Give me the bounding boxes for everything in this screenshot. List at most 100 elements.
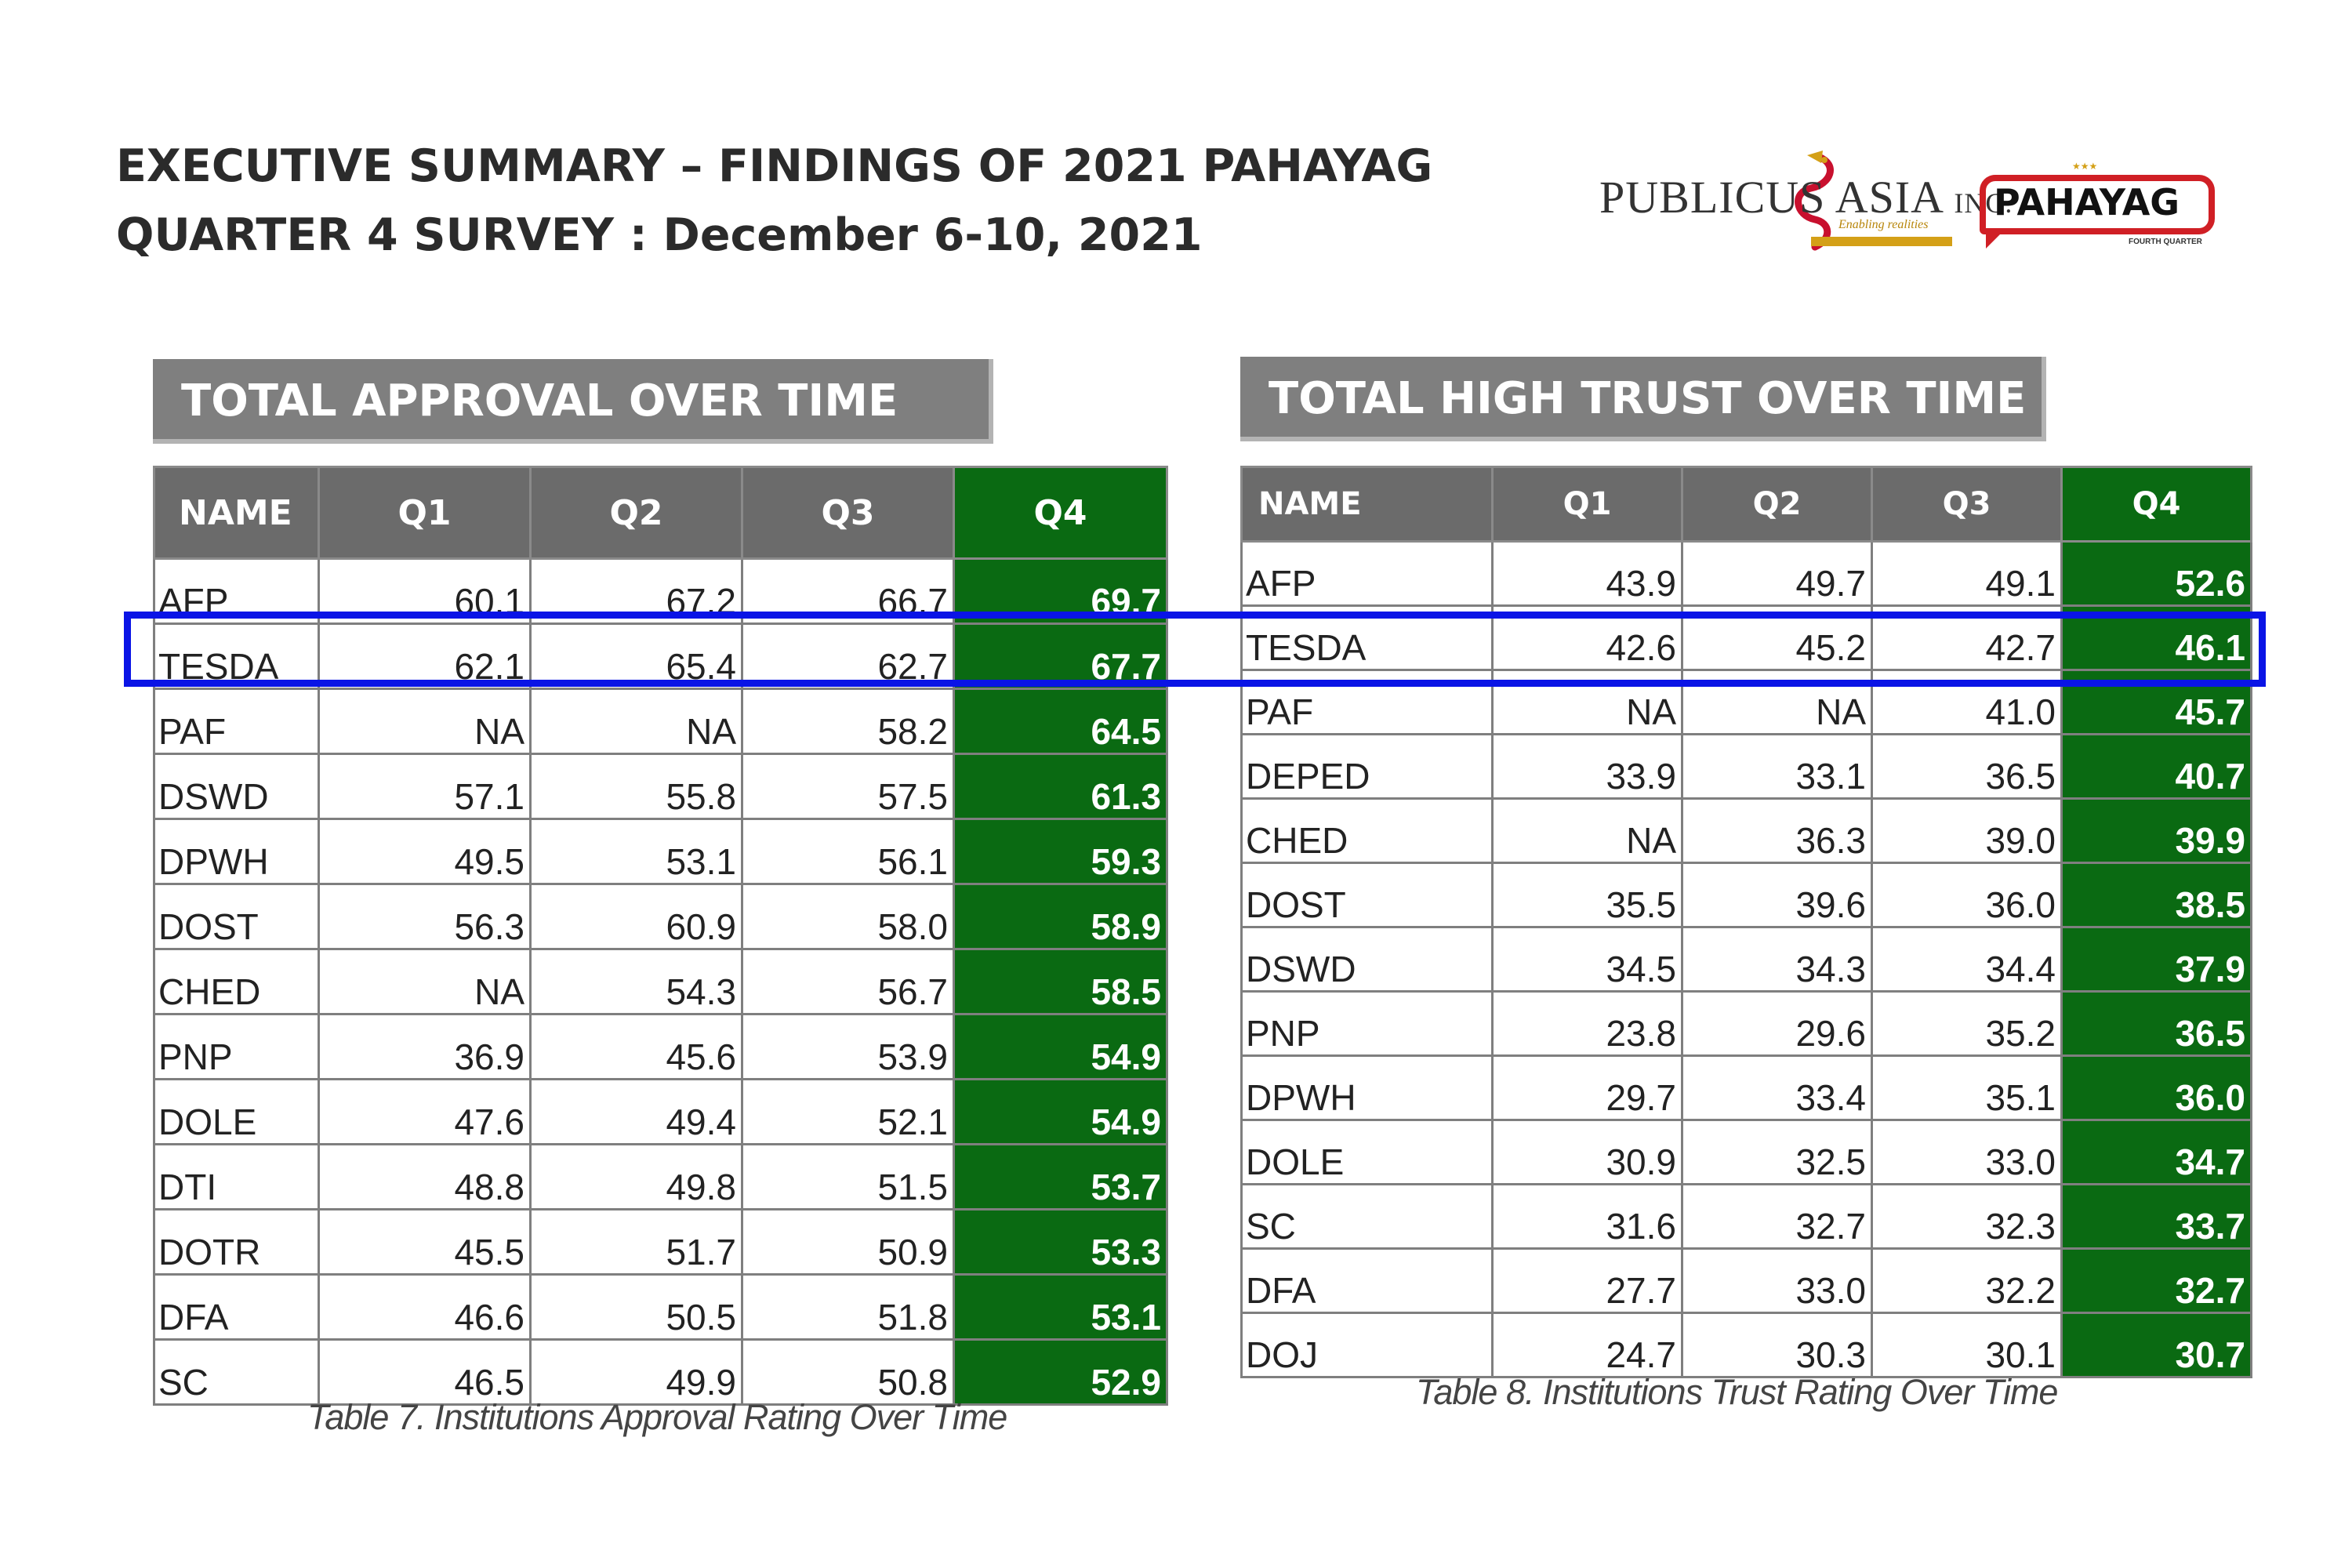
rating-cell-q4: 52.9 xyxy=(953,1338,1168,1406)
trust-caption: Table 8. Institutions Trust Rating Over … xyxy=(1416,1372,2058,1412)
rating-cell-q4: 36.0 xyxy=(2060,1054,2252,1121)
rating-cell-q4: 32.7 xyxy=(2060,1247,2252,1314)
rating-cell-q3: 36.5 xyxy=(1871,733,2063,800)
rating-cell-q3: 30.1 xyxy=(1871,1312,2063,1378)
table-row: DOST 56.3 60.9 58.0 58.9 xyxy=(153,883,1168,950)
institution-name-cell: DOST xyxy=(1240,862,1494,928)
rating-cell-q3: 32.3 xyxy=(1871,1183,2063,1250)
tesda-highlight-box xyxy=(124,612,2266,687)
rating-cell-q1: 48.8 xyxy=(318,1143,532,1210)
rating-cell-q4: 53.7 xyxy=(953,1143,1168,1210)
rating-cell-q4: 54.9 xyxy=(953,1078,1168,1145)
institution-name-cell: PAF xyxy=(153,688,320,755)
rating-cell-q4: 36.5 xyxy=(2060,990,2252,1057)
rating-cell-q4: 58.5 xyxy=(953,948,1168,1015)
approval-column-header-name: NAME xyxy=(153,466,320,560)
rating-cell-q2: 49.7 xyxy=(1681,540,1873,607)
institution-name-cell: CHED xyxy=(1240,797,1494,864)
institution-name-cell: PNP xyxy=(153,1013,320,1080)
rating-cell-q1: NA xyxy=(318,948,532,1015)
publicus-stripe xyxy=(1811,237,1952,246)
approval-column-header-q2: Q2 xyxy=(529,466,743,560)
rating-cell-q2: 60.9 xyxy=(529,883,743,950)
table-row: SC 31.6 32.7 32.3 33.7 xyxy=(1240,1183,2252,1250)
table-row: DEPED 33.9 33.1 36.5 40.7 xyxy=(1240,733,2252,800)
speech-bubble-icon xyxy=(1980,175,2215,234)
institution-name-cell: DSWD xyxy=(1240,926,1494,993)
pahayag-logo: ★★★ PAHAYAG FOURTH QUARTER xyxy=(1980,161,2230,255)
rating-cell-q3: 36.0 xyxy=(1871,862,2063,928)
rating-cell-q3: 57.5 xyxy=(741,753,955,820)
table-row: DSWD 34.5 34.3 34.4 37.9 xyxy=(1240,926,2252,993)
institution-name-cell: DFA xyxy=(1240,1247,1494,1314)
rating-cell-q1: 23.8 xyxy=(1491,990,1683,1057)
trust-header-row: NAME Q1 Q2 Q3 Q4 xyxy=(1240,466,2252,543)
institution-name-cell: DOLE xyxy=(1240,1119,1494,1185)
table-row: CHED NA 36.3 39.0 39.9 xyxy=(1240,797,2252,864)
table-row: DOST 35.5 39.6 36.0 38.5 xyxy=(1240,862,2252,928)
institution-name-cell: PNP xyxy=(1240,990,1494,1057)
institution-name-cell: DOST xyxy=(153,883,320,950)
rating-cell-q2: 65.4 xyxy=(529,622,743,690)
rating-cell-q1: 57.1 xyxy=(318,753,532,820)
rating-cell-q2: 51.7 xyxy=(529,1208,743,1276)
rating-cell-q2: 33.4 xyxy=(1681,1054,1873,1121)
rating-cell-q4: 34.7 xyxy=(2060,1119,2252,1185)
rating-cell-q3: 50.8 xyxy=(741,1338,955,1406)
rating-cell-q3: 58.0 xyxy=(741,883,955,950)
rating-cell-q1: 31.6 xyxy=(1491,1183,1683,1250)
rating-cell-q4: 40.7 xyxy=(2060,733,2252,800)
rating-cell-q1: 34.5 xyxy=(1491,926,1683,993)
institution-name-cell: TESDA xyxy=(153,622,320,690)
table-row: DOTR 45.5 51.7 50.9 53.3 xyxy=(153,1208,1168,1276)
rating-cell-q4: 54.9 xyxy=(953,1013,1168,1080)
table-row: DFA 46.6 50.5 51.8 53.1 xyxy=(153,1273,1168,1341)
table-row: PAF NA NA 58.2 64.5 xyxy=(153,688,1168,755)
rating-cell-q2: 33.0 xyxy=(1681,1247,1873,1314)
rating-cell-q3: 52.1 xyxy=(741,1078,955,1145)
institution-name-cell: DFA xyxy=(153,1273,320,1341)
trust-column-header-q2: Q2 xyxy=(1681,466,1873,543)
publicus-logo-text: PUBLICUS ASIA xyxy=(1599,172,1942,223)
approval-header-row: NAME Q1 Q2 Q3 Q4 xyxy=(153,466,1168,560)
table-row: SC 46.5 49.9 50.8 52.9 xyxy=(153,1338,1168,1406)
rating-cell-q2: 30.3 xyxy=(1681,1312,1873,1378)
table-row: TESDA 62.1 65.4 62.7 67.7 xyxy=(153,622,1168,690)
rating-cell-q2: 55.8 xyxy=(529,753,743,820)
rating-cell-q3: 50.9 xyxy=(741,1208,955,1276)
approval-body: AFP 60.1 67.2 66.7 69.7 TESDA 62.1 65.4 62.7 67.7… xyxy=(153,557,1168,1406)
rating-cell-q2: 49.4 xyxy=(529,1078,743,1145)
table-row: DSWD 57.1 55.8 57.5 61.3 xyxy=(153,753,1168,820)
rating-cell-q1: 35.5 xyxy=(1491,862,1683,928)
publicus-tagline: Enabling realities xyxy=(1838,218,1929,231)
page-title: EXECUTIVE SUMMARY – FINDINGS OF 2021 PAH… xyxy=(116,132,1606,270)
speech-bubble-tail xyxy=(1986,231,2003,249)
rating-cell-q2: 54.3 xyxy=(529,948,743,1015)
approval-banner: TOTAL APPROVAL OVER TIME xyxy=(153,359,993,444)
rating-cell-q1: 36.9 xyxy=(318,1013,532,1080)
rating-cell-q1: 27.7 xyxy=(1491,1247,1683,1314)
rating-cell-q2: 33.1 xyxy=(1681,733,1873,800)
institution-name-cell: DSWD xyxy=(153,753,320,820)
rating-cell-q4: 30.7 xyxy=(2060,1312,2252,1378)
pahayag-logo-text: PAHAYAG xyxy=(1994,181,2180,223)
institution-name-cell: CHED xyxy=(153,948,320,1015)
rating-cell-q2: 49.9 xyxy=(529,1338,743,1406)
rating-cell-q1: 24.7 xyxy=(1491,1312,1683,1378)
trust-table: NAME Q1 Q2 Q3 Q4 AFP 43.9 49.7 49.1 52.6 TESDA 42.… xyxy=(1240,466,2252,1378)
rating-cell-q3: 58.2 xyxy=(741,688,955,755)
institution-name-cell: DOTR xyxy=(153,1208,320,1276)
trust-column-header-q1: Q1 xyxy=(1491,466,1683,543)
approval-column-header-q4: Q4 xyxy=(953,466,1168,560)
rating-cell-q4: 59.3 xyxy=(953,818,1168,885)
rating-cell-q1: 33.9 xyxy=(1491,733,1683,800)
rating-cell-q4: 53.3 xyxy=(953,1208,1168,1276)
rating-cell-q3: 56.1 xyxy=(741,818,955,885)
trust-column-header-name: NAME xyxy=(1240,466,1494,543)
institution-name-cell: DOLE xyxy=(153,1078,320,1145)
rating-cell-q4: 67.7 xyxy=(953,622,1168,690)
rating-cell-q4: 38.5 xyxy=(2060,862,2252,928)
rating-cell-q1: 46.6 xyxy=(318,1273,532,1341)
rating-cell-q4: 61.3 xyxy=(953,753,1168,820)
rating-cell-q3: 35.2 xyxy=(1871,990,2063,1057)
